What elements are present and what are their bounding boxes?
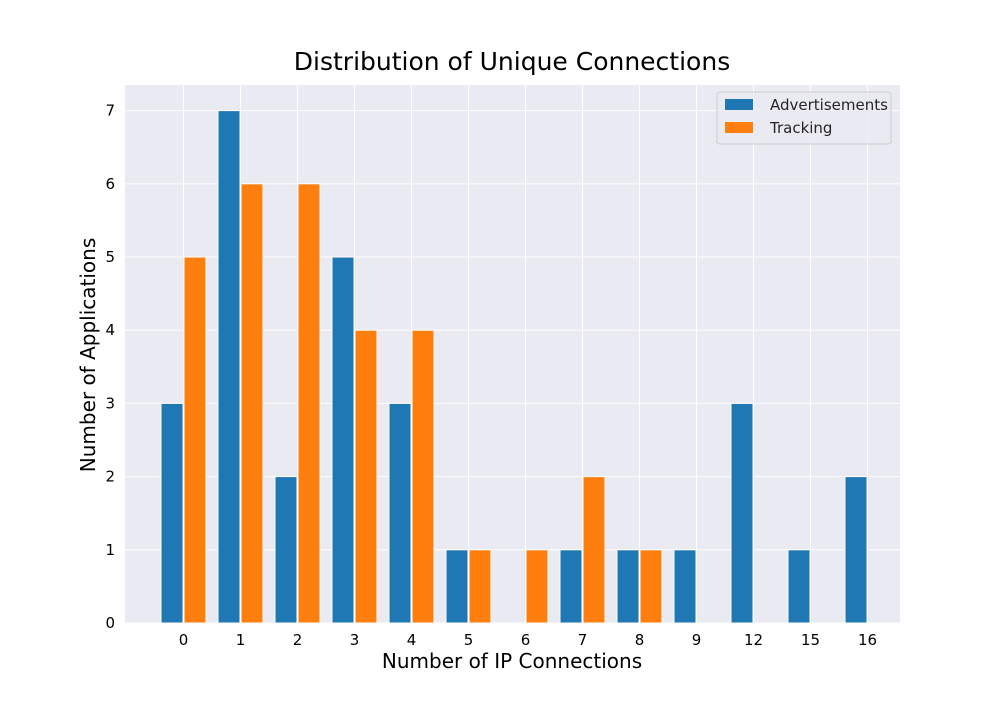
y-axis-ticks: 0 1 2 3 4 5 6 7 bbox=[105, 102, 115, 632]
legend-swatch-advertisements bbox=[725, 99, 753, 110]
bar-advertisements-3 bbox=[331, 256, 355, 624]
bar-advertisements-5 bbox=[445, 549, 469, 624]
legend-swatch-tracking bbox=[725, 122, 753, 133]
bar-tracking-4 bbox=[411, 329, 435, 624]
x-tick-label: 15 bbox=[801, 631, 820, 649]
bar-advertisements-1 bbox=[217, 110, 241, 624]
legend-label-tracking: Tracking bbox=[769, 119, 832, 137]
bar-advertisements-4 bbox=[388, 402, 412, 624]
x-tick-label: 8 bbox=[635, 631, 645, 649]
bars bbox=[160, 110, 868, 624]
bar-advertisements-16 bbox=[844, 476, 868, 624]
bar-advertisements-9 bbox=[673, 549, 697, 624]
bar-tracking-0 bbox=[183, 256, 207, 624]
bar-advertisements-12 bbox=[730, 402, 754, 624]
y-tick-label: 2 bbox=[105, 468, 115, 486]
legend: Advertisements Tracking bbox=[716, 91, 892, 145]
bar-tracking-6 bbox=[525, 549, 549, 624]
bar-tracking-1 bbox=[240, 183, 264, 624]
bar-advertisements-8 bbox=[616, 549, 640, 624]
bar-advertisements-0 bbox=[160, 402, 184, 624]
y-tick-label: 7 bbox=[105, 102, 115, 120]
x-tick-label: 2 bbox=[293, 631, 303, 649]
y-tick-label: 5 bbox=[105, 248, 115, 266]
y-axis-label: Number of Applications bbox=[76, 238, 100, 473]
y-tick-label: 0 bbox=[105, 614, 115, 632]
x-tick-label: 5 bbox=[464, 631, 474, 649]
y-tick-label: 6 bbox=[105, 175, 115, 193]
x-tick-label: 7 bbox=[578, 631, 588, 649]
y-tick-label: 3 bbox=[105, 394, 115, 412]
x-tick-label: 12 bbox=[744, 631, 763, 649]
legend-label-advertisements: Advertisements bbox=[770, 96, 888, 114]
x-tick-label: 4 bbox=[407, 631, 417, 649]
x-axis-label: Number of IP Connections bbox=[382, 649, 642, 673]
bar-advertisements-15 bbox=[787, 549, 811, 624]
x-tick-label: 3 bbox=[350, 631, 360, 649]
x-axis-ticks: 0 1 2 3 4 5 6 7 8 9 12 15 16 bbox=[179, 631, 877, 649]
bar-advertisements-7 bbox=[559, 549, 583, 624]
bar-tracking-3 bbox=[354, 329, 378, 624]
x-tick-label: 0 bbox=[179, 631, 189, 649]
x-tick-label: 1 bbox=[236, 631, 246, 649]
legend-box bbox=[716, 91, 892, 145]
y-tick-label: 4 bbox=[105, 321, 115, 339]
bar-tracking-5 bbox=[468, 549, 492, 624]
x-tick-label: 16 bbox=[858, 631, 877, 649]
bar-tracking-7 bbox=[582, 476, 606, 624]
chart-title: Distribution of Unique Connections bbox=[294, 47, 730, 76]
y-tick-label: 1 bbox=[105, 541, 115, 559]
bar-tracking-2 bbox=[297, 183, 321, 624]
x-tick-label: 6 bbox=[521, 631, 531, 649]
x-tick-label: 9 bbox=[692, 631, 702, 649]
bar-tracking-8 bbox=[639, 549, 663, 624]
bar-advertisements-2 bbox=[274, 476, 298, 624]
